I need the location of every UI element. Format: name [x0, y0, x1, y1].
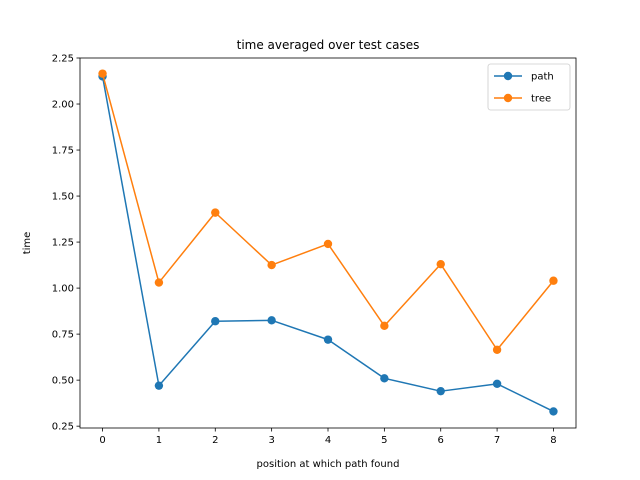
chart-title: time averaged over test cases — [237, 38, 420, 52]
legend-label-tree: tree — [531, 94, 551, 105]
legend: path tree — [487, 63, 571, 111]
data-point-tree — [549, 276, 558, 285]
x-tick-label: 0 — [99, 435, 105, 446]
y-tick-label: 2.00 — [52, 100, 74, 111]
x-axis-title: position at which path found — [257, 459, 400, 470]
data-point-path — [211, 317, 220, 326]
data-point-tree — [98, 69, 107, 78]
x-tick-label: 2 — [212, 435, 218, 446]
x-tick-label: 8 — [550, 435, 556, 446]
data-point-path — [267, 316, 276, 325]
data-point-tree — [267, 260, 276, 270]
data-point-path — [549, 407, 558, 416]
data-point-path — [323, 335, 333, 344]
y-tick-label: 1.00 — [52, 284, 74, 295]
legend-marker-tree — [503, 93, 513, 103]
data-point-path — [492, 379, 502, 389]
data-point-path — [380, 374, 389, 383]
data-point-tree — [154, 278, 164, 287]
y-tick-label: 0.75 — [52, 330, 74, 341]
y-tick-label: 0.25 — [52, 422, 74, 433]
data-point-tree — [380, 321, 389, 331]
data-point-path — [154, 381, 164, 390]
x-tick-label: 5 — [381, 435, 387, 446]
y-tick-label: 1.50 — [52, 192, 74, 203]
data-point-tree — [323, 239, 333, 249]
y-axis: 0.25 0.50 0.75 1.00 1.25 1.50 1.75 2.00 2.25 — [52, 54, 80, 433]
x-tick-label: 1 — [156, 435, 162, 446]
y-tick-label: 1.75 — [52, 146, 74, 157]
legend-marker-path — [503, 71, 513, 81]
x-tick-label: 4 — [325, 435, 331, 446]
x-tick-label: 3 — [268, 435, 274, 446]
y-tick-label: 0.50 — [52, 376, 74, 387]
legend-label-path: path — [531, 72, 554, 83]
plot-area — [98, 69, 558, 416]
y-tick-label: 1.25 — [52, 238, 74, 249]
y-axis-title: time — [22, 232, 33, 255]
x-axis: 0 1 2 3 4 5 6 7 8 — [99, 428, 557, 446]
y-tick-label: 2.25 — [52, 54, 74, 65]
data-point-tree — [492, 345, 502, 354]
data-point-tree — [436, 259, 445, 269]
data-point-tree — [211, 208, 220, 217]
x-tick-label: 7 — [494, 435, 500, 446]
data-point-path — [436, 386, 445, 396]
x-tick-label: 6 — [438, 435, 444, 446]
legend-box — [487, 63, 571, 111]
